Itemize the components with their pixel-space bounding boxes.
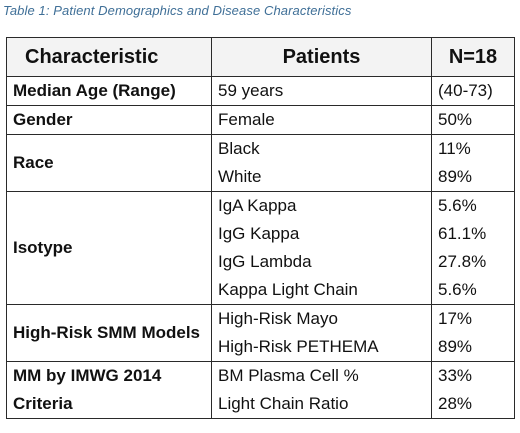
header-row: Characteristic Patients N=18 <box>6 37 515 77</box>
row-value: 89% <box>438 337 473 356</box>
row-item: IgA Kappa <box>218 196 297 215</box>
row-label: MM by IMWG 2014 Criteria <box>6 361 212 419</box>
table-row: MM by IMWG 2014 Criteria BM Plasma Cell … <box>6 361 515 419</box>
row-value: 5.6% <box>438 196 477 215</box>
row-values: 11% 89% <box>431 134 515 192</box>
table-row: Median Age (Range) 59 years (40-73) <box>6 76 515 106</box>
row-item: BM Plasma Cell % <box>218 366 359 385</box>
row-values: 50% <box>431 105 515 135</box>
row-item: High-Risk PETHEMA <box>218 337 379 356</box>
row-item: IgG Kappa <box>218 224 300 243</box>
row-value: 5.6% <box>438 280 477 299</box>
row-label: Race <box>6 134 212 192</box>
demographics-table: Characteristic Patients N=18 Median Age … <box>6 37 515 419</box>
row-item: IgG Lambda <box>218 252 312 271</box>
row-value: 28% <box>438 394 473 413</box>
header-n: N=18 <box>431 37 515 77</box>
row-value: 50% <box>438 110 473 129</box>
row-value: 61.1% <box>438 224 487 243</box>
row-items: BM Plasma Cell % Light Chain Ratio <box>211 361 432 419</box>
row-value: (40-73) <box>438 81 493 100</box>
row-item: Kappa Light Chain <box>218 280 358 299</box>
row-label: Isotype <box>6 191 212 305</box>
row-label: Gender <box>6 105 212 135</box>
row-items: Black White <box>211 134 432 192</box>
table-row: Gender Female 50% <box>6 105 515 135</box>
row-item: Light Chain Ratio <box>218 394 349 413</box>
row-label: Median Age (Range) <box>6 76 212 106</box>
row-item: 59 years <box>218 81 284 100</box>
row-values: (40-73) <box>431 76 515 106</box>
row-label: High-Risk SMM Models <box>6 304 212 362</box>
row-items: 59 years <box>211 76 432 106</box>
header-patients: Patients <box>211 37 432 77</box>
row-items: Female <box>211 105 432 135</box>
row-value: 33% <box>438 366 473 385</box>
row-value: 11% <box>438 139 471 158</box>
row-item: White <box>218 167 262 186</box>
header-characteristic: Characteristic <box>6 37 212 77</box>
row-value: 89% <box>438 167 473 186</box>
row-values: 17% 89% <box>431 304 515 362</box>
table-row: High-Risk SMM Models High-Risk Mayo High… <box>6 304 515 362</box>
row-item: Black <box>218 139 260 158</box>
row-items: IgA Kappa IgG Kappa IgG Lambda Kappa Lig… <box>211 191 432 305</box>
row-value: 27.8% <box>438 252 487 271</box>
row-item: Female <box>218 110 275 129</box>
table-row: Race Black White 11% 89% <box>6 134 515 192</box>
table-caption: Table 1: Patient Demographics and Diseas… <box>3 3 352 18</box>
row-values: 5.6% 61.1% 27.8% 5.6% <box>431 191 515 305</box>
row-item: High-Risk Mayo <box>218 309 338 328</box>
row-items: High-Risk Mayo High-Risk PETHEMA <box>211 304 432 362</box>
row-value: 17% <box>438 309 473 328</box>
table-row: Isotype IgA Kappa IgG Kappa IgG Lambda K… <box>6 191 515 305</box>
row-values: 33% 28% <box>431 361 515 419</box>
